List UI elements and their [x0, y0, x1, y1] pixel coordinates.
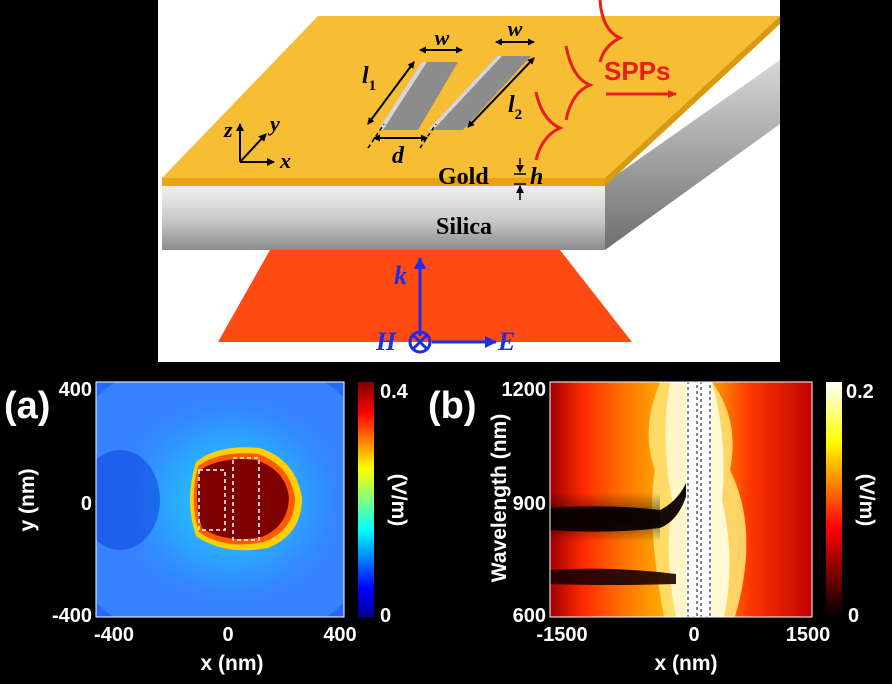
slit-outline-b2: [700, 382, 711, 617]
background-right: [780, 0, 892, 362]
k-label: k: [394, 261, 407, 290]
gold-film-side-edge: [605, 16, 780, 186]
panel-b-xtick-min: -1500: [536, 624, 587, 646]
panel-b-tag: (b): [428, 385, 477, 427]
panel-b-colorbar: [826, 382, 842, 617]
l2-subscript: 2: [515, 107, 523, 123]
panel-a-colorbar: [358, 382, 374, 617]
h-label: h: [530, 164, 543, 190]
panel-a-heatmap: [96, 382, 344, 617]
l2-label: l2: [508, 92, 522, 123]
panel-a-xtick-min: -400: [94, 624, 134, 646]
panel-a: (a) 400 0 -400 -400 0 400 y (nm) x (nm) …: [4, 379, 410, 675]
panel-a-ytick-max: 400: [59, 379, 92, 401]
E-label: E: [497, 327, 515, 356]
panel-b-heatmap: [550, 382, 812, 617]
panel-b-ytick-max: 1200: [502, 379, 547, 401]
panel-b-colorbar-max: 0.2: [846, 381, 874, 403]
panel-b-xtick-max: 1500: [786, 624, 831, 646]
axis-z-label: z: [223, 117, 233, 142]
panel-a-colorbar-min: 0: [380, 605, 391, 627]
panel-a-colorbar-max: 0.4: [380, 381, 409, 403]
axis-x-label: x: [279, 148, 291, 173]
gold-film-edge: [162, 178, 605, 186]
l2-dimension: [467, 57, 535, 128]
l1-label: l1: [362, 63, 376, 94]
coordinate-axes: z y x: [223, 111, 291, 173]
axis-y-label: y: [267, 111, 280, 136]
panel-a-xtick-mid: 0: [222, 624, 233, 646]
w1-label: w: [435, 25, 450, 50]
spp-wavefronts: [534, 0, 624, 161]
slit-outline-1: [198, 469, 226, 531]
incident-beam: [218, 250, 632, 342]
silica-label: Silica: [436, 214, 492, 240]
schematic: w w l1 l2 d z y x: [162, 0, 780, 356]
H-vector-into-page: [408, 330, 432, 354]
panel-a-ytick-min: -400: [52, 605, 92, 627]
panel-a-ytick-mid: 0: [81, 493, 92, 515]
panel-b-colorbar-min: 0: [848, 605, 859, 627]
l2-letter: l: [508, 92, 515, 118]
panel-b-ytick-min: 600: [513, 605, 546, 627]
H-label: H: [375, 327, 397, 356]
dark-band-lower: [550, 568, 676, 585]
panel-a-tag: (a): [4, 385, 50, 427]
slit-outline-2: [232, 457, 260, 541]
l1-subscript: 1: [369, 78, 377, 94]
panel-b-colorbar-unit: (V/m): [855, 474, 878, 527]
silica-side: [605, 60, 780, 250]
l1-letter: l: [362, 63, 369, 89]
panel-a-ylabel: y (nm): [16, 469, 39, 532]
panel-b-ytick-mid: 900: [513, 493, 546, 515]
w2-label: w: [508, 16, 523, 41]
panel-a-colorbar-unit: (V/m): [387, 474, 410, 527]
h-dimension: [514, 158, 526, 200]
panel-b-ylabel: Wavelength (nm): [488, 414, 511, 582]
panel-b: (b) 1200 900 600 -1500 0 1500 Wavelength…: [428, 379, 878, 675]
l1-dimension: [367, 61, 415, 125]
slit-outline-b1: [687, 382, 698, 617]
d-guide-right: [419, 123, 437, 149]
panel-a-xtick-max: 400: [323, 624, 356, 646]
background-left: [0, 0, 158, 362]
panel-b-xlabel: x (nm): [655, 652, 718, 675]
silica-substrate: [162, 183, 605, 250]
panel-a-xlabel: x (nm): [201, 652, 264, 675]
panel-b-xtick-mid: 0: [688, 624, 699, 646]
d-label: d: [392, 143, 405, 169]
spp-label: SPPs: [604, 56, 671, 86]
gold-label: Gold: [438, 164, 489, 190]
